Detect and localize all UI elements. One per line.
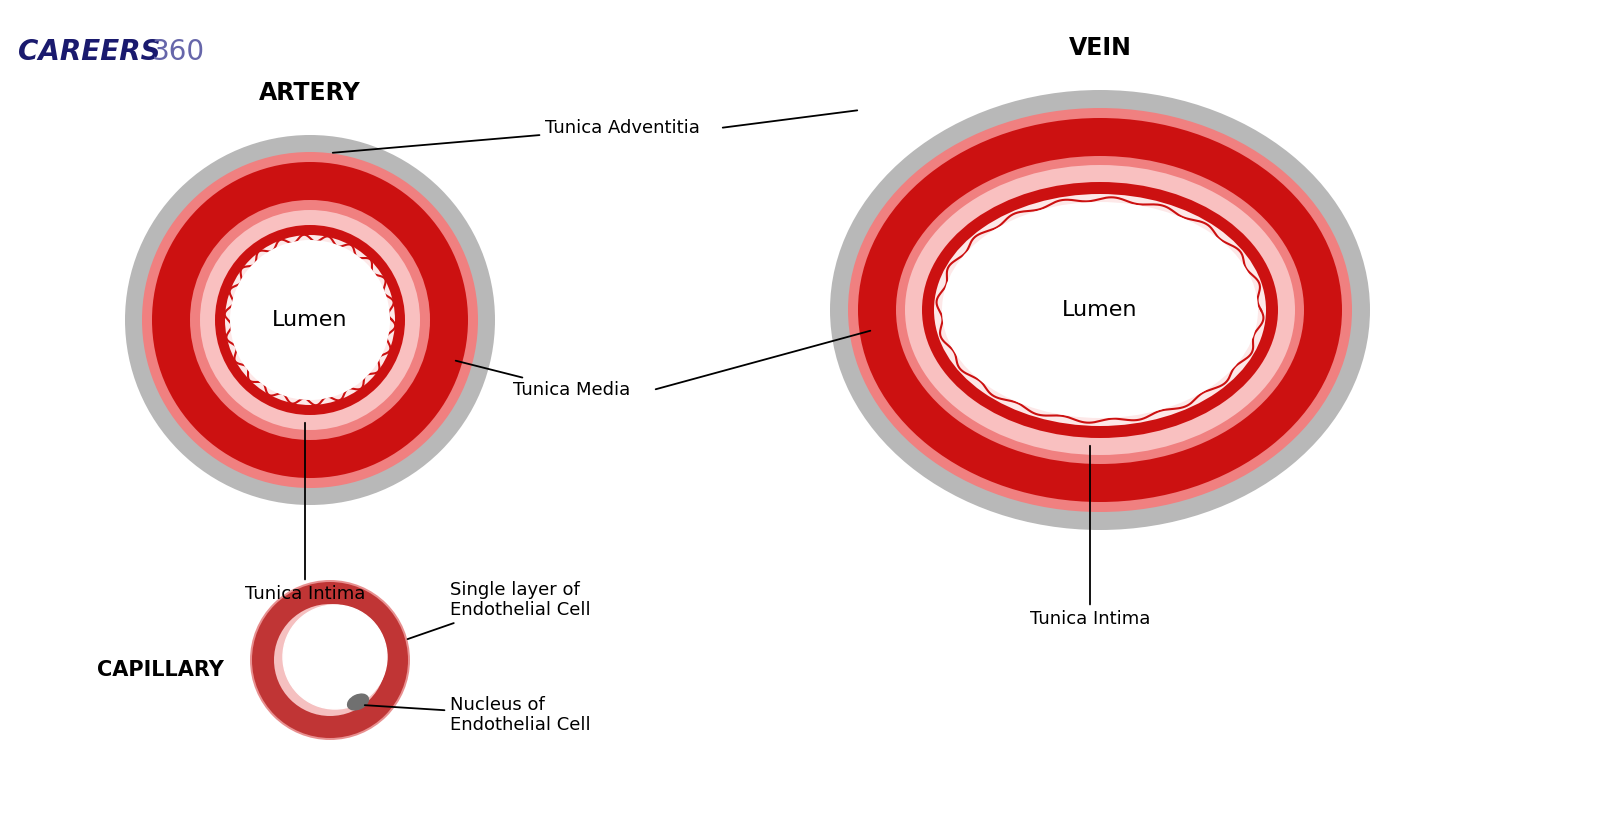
Ellipse shape xyxy=(906,165,1294,455)
Circle shape xyxy=(152,162,467,478)
Ellipse shape xyxy=(830,90,1370,530)
Ellipse shape xyxy=(934,194,1266,426)
Circle shape xyxy=(226,235,395,405)
Circle shape xyxy=(250,580,410,740)
Text: Nucleus of
Endothelial Cell: Nucleus of Endothelial Cell xyxy=(365,695,590,734)
Text: ARTERY: ARTERY xyxy=(259,81,362,105)
Text: Tunica Media: Tunica Media xyxy=(456,360,630,399)
Ellipse shape xyxy=(347,694,368,710)
Text: Single layer of
Endothelial Cell: Single layer of Endothelial Cell xyxy=(408,580,590,639)
Text: 360: 360 xyxy=(152,38,205,66)
Text: VEIN: VEIN xyxy=(1069,36,1131,60)
Circle shape xyxy=(190,200,430,440)
Text: Lumen: Lumen xyxy=(1062,300,1138,320)
Ellipse shape xyxy=(922,182,1278,438)
Circle shape xyxy=(253,582,408,738)
Text: Tunica Intima: Tunica Intima xyxy=(1030,446,1150,628)
Text: CAPILLARY: CAPILLARY xyxy=(96,660,224,680)
Text: Tunica Intima: Tunica Intima xyxy=(245,423,365,603)
Circle shape xyxy=(125,135,494,505)
Ellipse shape xyxy=(896,156,1304,464)
Text: Tunica Adventitia: Tunica Adventitia xyxy=(333,119,699,153)
Circle shape xyxy=(274,604,386,716)
Circle shape xyxy=(214,225,405,415)
Circle shape xyxy=(200,210,419,430)
Circle shape xyxy=(142,152,478,488)
Ellipse shape xyxy=(858,118,1342,502)
Circle shape xyxy=(283,605,387,709)
Text: Lumen: Lumen xyxy=(272,310,347,330)
Text: CAREERS: CAREERS xyxy=(18,38,160,66)
Ellipse shape xyxy=(942,202,1258,418)
Circle shape xyxy=(230,240,390,400)
Ellipse shape xyxy=(848,108,1352,512)
